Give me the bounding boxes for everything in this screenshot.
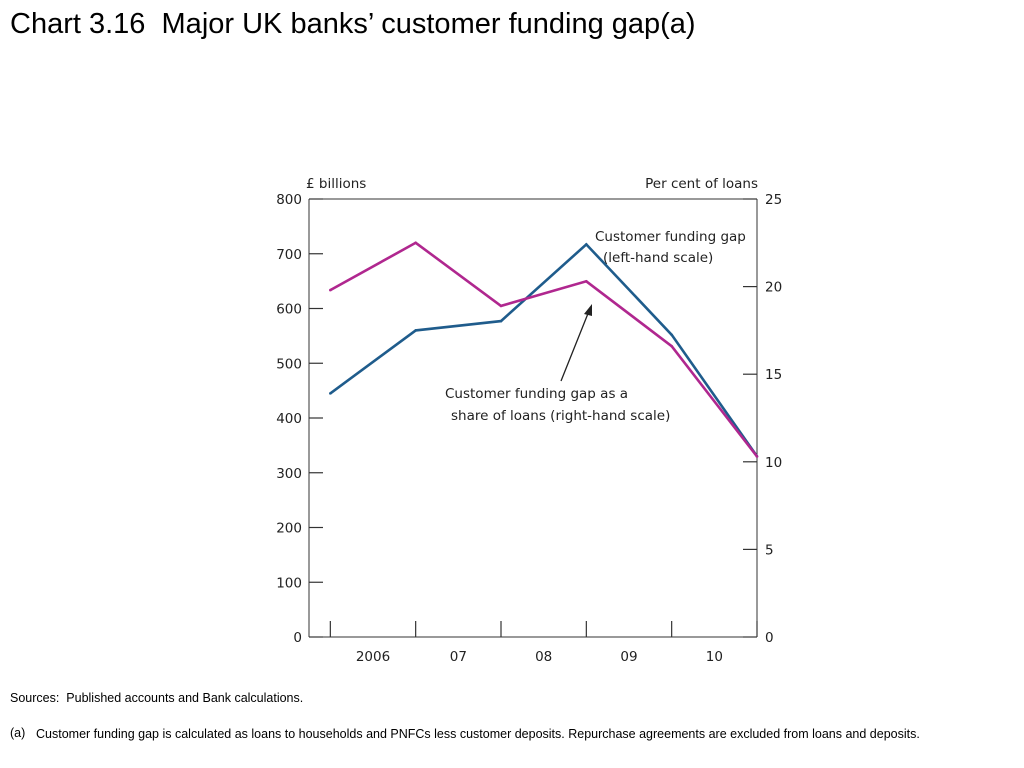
data-point-share — [499, 304, 503, 308]
footnote-text: Customer funding gap is calculated as lo… — [36, 727, 920, 741]
page-title: Chart 3.16 Major UK banks’ customer fund… — [10, 8, 696, 40]
data-point-share — [670, 344, 673, 348]
x-tick-label: 09 — [620, 649, 637, 665]
footnote-marker: (a) — [10, 726, 26, 740]
left-axis: 0 100 200 300 400 500 600 700 800 — [276, 192, 323, 646]
right-tick-label: 0 — [765, 630, 774, 646]
right-tick-label: 10 — [765, 455, 782, 471]
data-point-gap — [499, 319, 503, 323]
data-point-gap — [414, 329, 417, 332]
annotation-share-line2: share of loans (right-hand scale) — [451, 408, 670, 424]
left-tick-label: 700 — [276, 247, 302, 263]
x-tick-label: 2006 — [356, 649, 390, 665]
right-tick-label: 20 — [765, 280, 782, 296]
left-tick-label: 500 — [276, 356, 302, 372]
annotation-gap-line2: (left-hand scale) — [603, 250, 713, 266]
data-point-gap — [329, 392, 332, 395]
left-tick-label: 100 — [276, 575, 302, 591]
annotation-share-line1: Customer funding gap as a — [445, 386, 628, 402]
right-tick-label: 15 — [765, 367, 782, 383]
series-line-gap — [329, 242, 759, 458]
x-tick-label: 07 — [450, 649, 467, 665]
data-point-share — [414, 241, 417, 245]
data-point-share — [755, 455, 759, 458]
right-tick-label: 25 — [765, 192, 782, 208]
left-axis-title: £ billions — [306, 176, 366, 192]
right-axis-title: Per cent of loans — [645, 176, 758, 192]
left-tick-label: 0 — [293, 630, 302, 646]
footnote: (a) Customer funding gap is calculated a… — [10, 726, 940, 742]
series-line-share — [329, 241, 759, 458]
x-tick-label: 08 — [535, 649, 552, 665]
left-tick-label: 400 — [276, 411, 302, 427]
data-point-share — [585, 280, 588, 283]
left-tick-label: 200 — [276, 521, 302, 537]
annotation-arrow-line — [560, 310, 590, 382]
series-layer — [329, 241, 759, 458]
left-tick-label: 300 — [276, 466, 302, 482]
data-point-gap — [585, 243, 588, 246]
data-point-gap — [670, 333, 673, 337]
left-tick-label: 800 — [276, 192, 302, 208]
right-axis: 0 5 10 15 20 25 — [743, 192, 782, 646]
line-chart: 0 100 200 300 400 500 600 700 800 0 5 10 15 20 25 200… — [276, 176, 782, 665]
x-tick-label: 10 — [706, 649, 723, 665]
x-axis: 2006 07 08 09 10 — [329, 621, 758, 665]
annotation-arrow-head — [584, 304, 592, 316]
right-tick-label: 5 — [765, 542, 774, 558]
data-point-share — [329, 288, 332, 292]
annotation-gap-line1: Customer funding gap — [595, 229, 746, 245]
plot-frame — [308, 198, 758, 638]
sources-note: Sources: Published accounts and Bank cal… — [10, 691, 304, 705]
left-tick-label: 600 — [276, 302, 302, 318]
